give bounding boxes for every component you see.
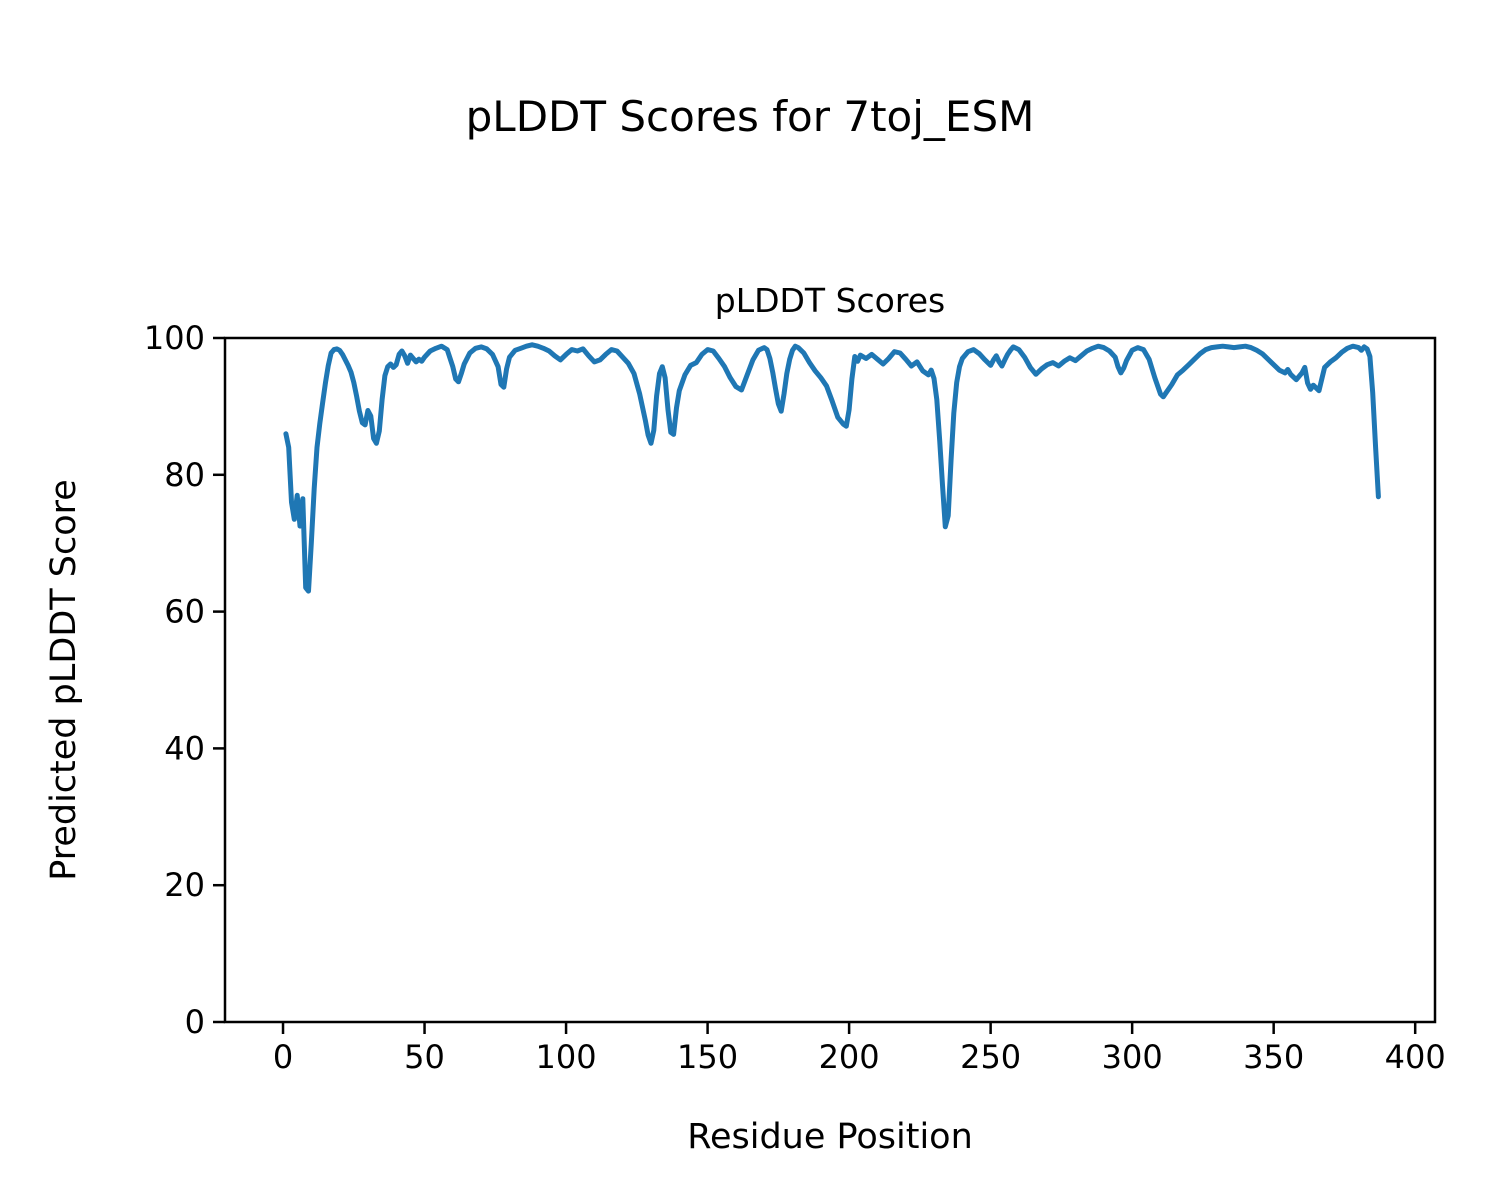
x-tick-label: 400 [1385, 1038, 1446, 1076]
axes-frame [223, 336, 1437, 1024]
x-tick-label: 300 [1102, 1038, 1163, 1076]
x-tick-label: 350 [1243, 1038, 1304, 1076]
y-tick-label: 40 [164, 729, 205, 767]
plddt-series-line [283, 342, 1381, 594]
y-axis-ticks: 0 20 40 60 80 100 [144, 319, 225, 1041]
axes-title: pLDDT Scores [715, 281, 945, 320]
y-tick-label: 100 [144, 319, 205, 357]
figure-suptitle: pLDDT Scores for 7toj_ESM [466, 92, 1035, 141]
y-tick-label: 60 [164, 593, 205, 631]
x-tick-label: 50 [404, 1038, 445, 1076]
x-tick-label: 100 [536, 1038, 597, 1076]
x-tick-label: 150 [677, 1038, 738, 1076]
x-axis-label: Residue Position [687, 1117, 973, 1157]
x-tick-label: 250 [960, 1038, 1021, 1076]
x-axis-ticks: 0 50 100 150 200 250 300 350 400 [273, 1022, 1446, 1076]
y-tick-label: 20 [164, 866, 205, 904]
y-tick-label: 0 [185, 1003, 205, 1041]
y-tick-label: 80 [164, 456, 205, 494]
y-axis-label: Predicted pLDDT Score [44, 479, 84, 881]
x-tick-label: 0 [273, 1038, 293, 1076]
x-tick-label: 200 [819, 1038, 880, 1076]
